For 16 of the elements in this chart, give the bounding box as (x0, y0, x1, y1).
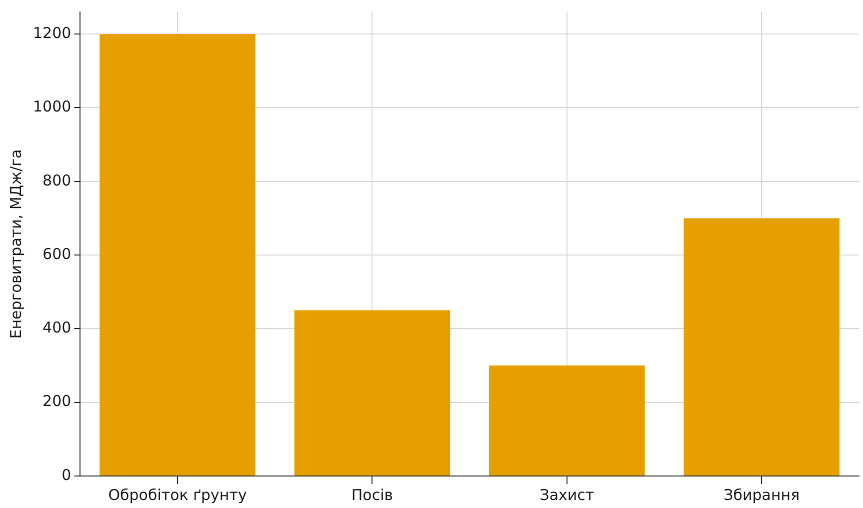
y-axis-title: Енерговитрати, МДж/га (6, 149, 25, 339)
y-tick-label: 600 (42, 244, 72, 263)
bar (100, 34, 256, 476)
y-tick-label: 1000 (32, 98, 72, 116)
x-tick-label: Обробіток ґрунту (108, 486, 247, 504)
x-tick-label: Збирання (724, 486, 800, 504)
y-tick-label: 1200 (32, 24, 72, 42)
y-tick-label: 200 (42, 392, 72, 410)
x-tick-label: Посів (351, 486, 394, 504)
bar (684, 218, 840, 476)
x-tick-label: Захист (540, 486, 594, 504)
bar (489, 366, 645, 476)
bar (294, 310, 450, 476)
y-tick-label: 400 (42, 318, 72, 337)
y-tick-label: 0 (62, 466, 72, 484)
y-tick-label: 800 (42, 171, 72, 190)
